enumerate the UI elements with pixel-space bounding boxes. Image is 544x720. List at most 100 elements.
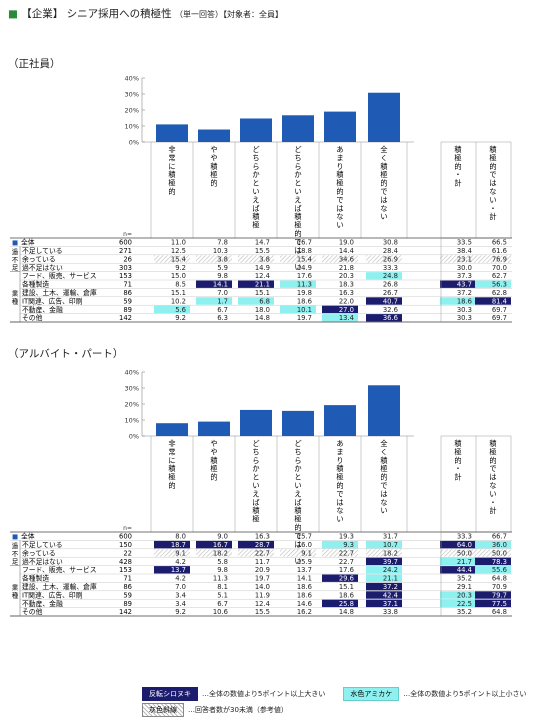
- row-n: 71: [123, 575, 132, 583]
- cell-value: 18.0: [255, 306, 270, 314]
- bar: [198, 129, 230, 142]
- cell-aqua: [280, 305, 316, 314]
- cell-value: 22.5: [457, 600, 472, 608]
- cell-reverse: [154, 566, 190, 574]
- cell-reverse: [440, 566, 476, 574]
- cell-value: 18.2: [383, 549, 398, 557]
- row-marker: ■: [12, 239, 18, 247]
- cell-value: 38.4: [457, 247, 472, 255]
- cell-value: 29.1: [457, 583, 472, 591]
- cell-hatch: [280, 255, 316, 263]
- cell-value: 15.5: [255, 247, 270, 255]
- cell-value: 7.8: [217, 239, 228, 247]
- title-main: 【企業】 シニア採用への積極性: [21, 8, 172, 20]
- legend-hatch-swatch: 灰色斜線: [142, 703, 184, 717]
- sum-column-header: 積極的・計: [454, 439, 461, 482]
- legend-aqua-desc: …全体の数値より5ポイント以上小さい: [403, 690, 527, 698]
- cell-aqua: [196, 297, 232, 305]
- cell-reverse: [475, 557, 511, 566]
- row-n: 59: [123, 297, 132, 305]
- cell-value: 10.2: [171, 297, 186, 305]
- n-label: n=: [123, 525, 132, 532]
- cell-value: 9.0: [217, 533, 228, 541]
- cell-value: 15.4: [297, 255, 312, 263]
- row-n: 86: [123, 289, 132, 297]
- cell-value: 13.7: [171, 566, 186, 574]
- cell-value: 18.6: [297, 591, 312, 599]
- cell-value: 77.5: [492, 600, 507, 608]
- cell-value: 35.2: [457, 608, 472, 616]
- row-n: 600: [119, 533, 132, 541]
- column-header: どちらかといえば積極: [252, 145, 259, 230]
- cell-value: 9.8: [217, 566, 228, 574]
- bar: [156, 124, 188, 142]
- cell-value: 8.0: [175, 533, 186, 541]
- cell-value: 37.1: [383, 600, 398, 608]
- cell-value: 64.8: [492, 608, 507, 616]
- cell-value: 22.7: [339, 549, 354, 557]
- cell-value: 26.7: [383, 289, 398, 297]
- cell-value: 6.7: [217, 600, 228, 608]
- cell-value: 14.7: [255, 239, 270, 247]
- cell-value: 20.3: [457, 591, 472, 599]
- cell-value: 16.3: [339, 289, 354, 297]
- row-label: IT関連、広告、印刷: [22, 296, 83, 305]
- cell-reverse: [475, 591, 511, 599]
- cell-reverse: [238, 540, 274, 549]
- cell-hatch: [366, 255, 402, 263]
- cell-hatch: [322, 549, 358, 557]
- column-header: 非常に積極的: [168, 145, 175, 196]
- cell-hatch: [238, 255, 274, 263]
- cell-value: 19.8: [297, 289, 312, 297]
- row-n: 86: [123, 583, 132, 591]
- cell-value: 37.3: [457, 272, 472, 280]
- cell-value: 56.3: [492, 281, 507, 289]
- cell-value: 33.3: [457, 533, 472, 541]
- cell-aqua: [440, 297, 476, 305]
- cell-value: 12.4: [255, 272, 270, 280]
- cell-value: 70.0: [492, 264, 507, 272]
- cell-value: 7.0: [175, 583, 186, 591]
- cell-aqua: [366, 272, 402, 280]
- section-label-seishain: （正社員）: [8, 58, 61, 70]
- y-tick-label: 0%: [129, 139, 139, 147]
- cell-value: 3.8: [217, 255, 228, 263]
- cell-value: 14.9: [255, 264, 270, 272]
- cell-value: 8.5: [175, 281, 186, 289]
- cell-value: 18.3: [339, 281, 354, 289]
- cell-value: 70.9: [492, 583, 507, 591]
- cell-value: 16.7: [297, 239, 312, 247]
- cell-value: 5.6: [175, 306, 186, 314]
- cell-reverse: [154, 540, 190, 549]
- row-label: 各種製造: [22, 574, 49, 583]
- cell-value: 33.5: [457, 239, 472, 247]
- group-label: 業種: [12, 583, 19, 600]
- cell-value: 20.9: [255, 566, 270, 574]
- cell-aqua: [475, 566, 511, 574]
- cell-aqua: [154, 305, 190, 314]
- bar: [156, 423, 188, 436]
- cell-reverse: [366, 297, 402, 305]
- cell-value: 42.4: [383, 591, 398, 599]
- row-n: 26: [123, 255, 132, 263]
- cell-value: 14.8: [339, 608, 354, 616]
- cell-value: 15.0: [171, 272, 186, 280]
- cell-value: 23.1: [457, 255, 472, 263]
- cell-value: 10.6: [213, 608, 228, 616]
- cell-value: 50.0: [492, 549, 507, 557]
- cell-value: 21.1: [255, 281, 270, 289]
- cell-value: 19.7: [255, 575, 270, 583]
- cell-aqua: [322, 540, 358, 549]
- cell-reverse: [322, 305, 358, 314]
- cell-value: 22.0: [339, 297, 354, 305]
- cell-value: 13.7: [297, 566, 312, 574]
- cell-value: 3.8: [259, 255, 270, 263]
- cell-hatch: [475, 255, 511, 263]
- page-title: ■ 【企業】 シニア採用への積極性 （単一回答）【対象者：全員】: [8, 6, 283, 21]
- column-header: あまり積極的ではない: [336, 439, 343, 524]
- column-header: 全く積極的ではない: [380, 145, 388, 221]
- row-label: 不動産、金融: [22, 305, 63, 314]
- y-tick-label: 0%: [129, 433, 139, 441]
- cell-reverse: [440, 280, 476, 288]
- bar: [368, 92, 400, 142]
